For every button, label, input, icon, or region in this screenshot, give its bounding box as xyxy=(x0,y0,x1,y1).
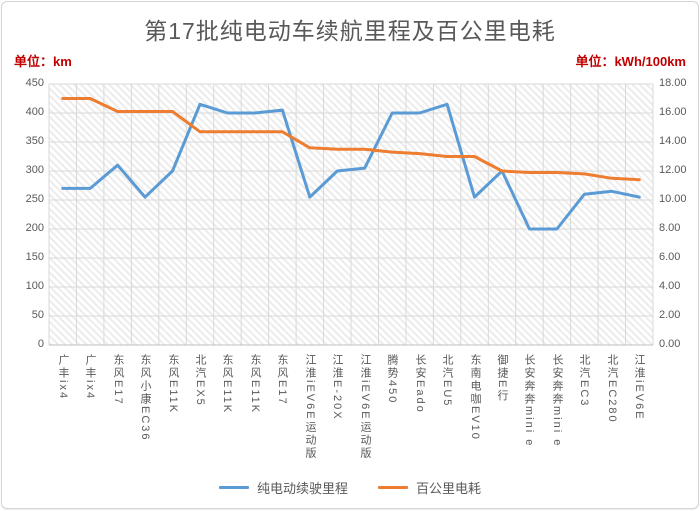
right-axis-unit-label[interactable]: 单位：kWh/100km xyxy=(575,54,686,69)
y-axis-tick-label[interactable]: 0 xyxy=(37,338,44,350)
y-axis-tick-label[interactable]: 2.00 xyxy=(659,309,681,321)
y-axis-tick-label[interactable]: 12.00 xyxy=(659,164,687,176)
legend-label-consumption: 百公里电耗 xyxy=(416,481,482,496)
x-axis-label[interactable]: 广丰ix4 xyxy=(57,354,69,401)
y-axis-tick-label[interactable]: 50 xyxy=(31,309,44,321)
series-line-range[interactable] xyxy=(61,102,641,231)
x-axis-label[interactable]: 北汽EC3 xyxy=(578,354,590,408)
x-axis-label[interactable]: 江淮iEV6E运动版 xyxy=(304,354,316,460)
x-axis-label[interactable]: 长安奔奔mini e xyxy=(523,354,535,448)
y-axis-tick-label[interactable]: 18.00 xyxy=(659,77,687,89)
y-axis-tick-label[interactable]: 300 xyxy=(25,164,44,176)
x-axis-label[interactable]: 北汽EX5 xyxy=(194,354,206,407)
legend: 纯电动续驶里程 百公里电耗 xyxy=(2,478,698,497)
y-axis-tick-label[interactable]: 14.00 xyxy=(659,135,687,147)
legend-line-icon-range xyxy=(218,486,249,489)
y-axis-tick-label[interactable]: 8.00 xyxy=(659,222,681,234)
x-axis-label[interactable]: 江淮iEV6E运动版 xyxy=(359,354,371,460)
x-axis-label[interactable]: 东风E11K xyxy=(249,354,261,415)
y-axis-tick-label[interactable]: 200 xyxy=(25,222,44,234)
x-axis-label[interactable]: 长安奔奔mini e xyxy=(551,354,563,448)
y-axis-tick-label[interactable]: 16.00 xyxy=(659,106,687,118)
x-axis-label[interactable]: 御捷E行 xyxy=(496,354,508,403)
legend-item-consumption[interactable]: 百公里电耗 xyxy=(378,478,481,497)
y-axis-tick-label[interactable]: 10.00 xyxy=(659,193,687,205)
x-axis-label[interactable]: 北汽EU5 xyxy=(441,354,453,408)
legend-item-range[interactable]: 纯电动续驶里程 xyxy=(218,478,348,497)
x-axis-label[interactable]: 北汽EC280 xyxy=(606,354,618,424)
y-axis-tick-label[interactable]: 6.00 xyxy=(659,251,681,263)
x-axis-label[interactable]: 东风E17 xyxy=(276,354,288,406)
x-axis-label[interactable]: 东南电咖EV10 xyxy=(469,354,481,441)
y-axis-tick-label[interactable]: 4.00 xyxy=(659,280,681,292)
x-axis-label[interactable]: 东风E11K xyxy=(221,354,233,415)
x-axis-label[interactable]: 江淮E-20X xyxy=(331,354,343,421)
y-axis-tick-label[interactable]: 250 xyxy=(25,193,44,205)
x-axis-label[interactable]: 江淮iEV6E xyxy=(633,354,645,421)
x-axis-label[interactable]: 长安Eado xyxy=(414,354,426,414)
series-line-consumption[interactable] xyxy=(61,97,641,182)
chart-title[interactable]: 第17批纯电动车续航里程及百公里电耗 xyxy=(144,18,556,44)
x-axis-label[interactable]: 东风E17 xyxy=(112,354,124,406)
y-axis-tick-label[interactable]: 150 xyxy=(25,251,44,263)
x-axis-label[interactable]: 东风E11K xyxy=(167,354,179,415)
y-axis-tick-label[interactable]: 450 xyxy=(25,77,44,89)
y-axis-tick-label[interactable]: 100 xyxy=(25,280,44,292)
legend-line-icon-consumption xyxy=(378,486,408,489)
left-axis-unit-label[interactable]: 单位：km xyxy=(14,54,72,69)
legend-label-range: 纯电动续驶里程 xyxy=(256,481,348,496)
x-axis-label[interactable]: 腾势450 xyxy=(386,354,398,405)
y-axis-tick-label[interactable]: 0.00 xyxy=(659,338,681,350)
y-axis-tick-label[interactable]: 350 xyxy=(25,135,44,147)
x-axis-label[interactable]: 广丰ix4 xyxy=(84,354,96,401)
x-axis-label[interactable]: 东风小康EC36 xyxy=(139,354,151,442)
y-axis-tick-label[interactable]: 400 xyxy=(25,106,44,118)
